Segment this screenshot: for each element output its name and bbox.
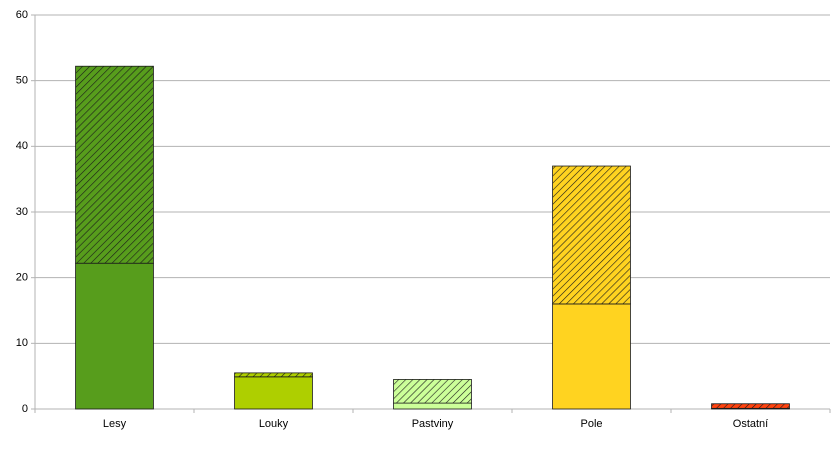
x-tick-label: Louky <box>259 418 289 430</box>
x-tick-label: Lesy <box>103 418 127 430</box>
x-tick-label: Pole <box>580 418 602 430</box>
bar-segment <box>393 402 472 410</box>
bar-segment <box>234 376 313 410</box>
y-tick-label: 50 <box>16 75 28 87</box>
x-tick-label: Pastviny <box>412 418 454 430</box>
y-tick-label: 60 <box>16 9 28 21</box>
x-tick-label: Ostatní <box>733 418 768 430</box>
bar-segment <box>393 379 472 404</box>
bar-segment <box>234 372 313 378</box>
y-tick-label: 0 <box>22 403 28 415</box>
bar-segment <box>75 65 154 264</box>
bar-segment <box>711 403 790 409</box>
y-tick-label: 10 <box>16 337 28 349</box>
y-tick-label: 40 <box>16 140 28 152</box>
bar-segment <box>552 165 631 305</box>
bar-segment <box>75 262 154 410</box>
y-tick-label: 30 <box>16 206 28 218</box>
bar-segment <box>552 303 631 410</box>
y-tick-label: 20 <box>16 272 28 284</box>
